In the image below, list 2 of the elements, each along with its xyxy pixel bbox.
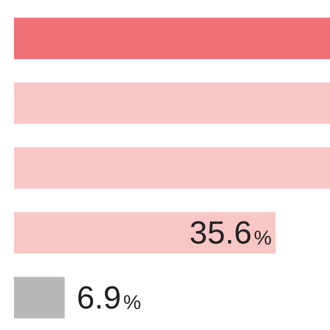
data-label: 35.6% bbox=[190, 214, 272, 251]
data-label: 6.9% bbox=[76, 279, 142, 316]
